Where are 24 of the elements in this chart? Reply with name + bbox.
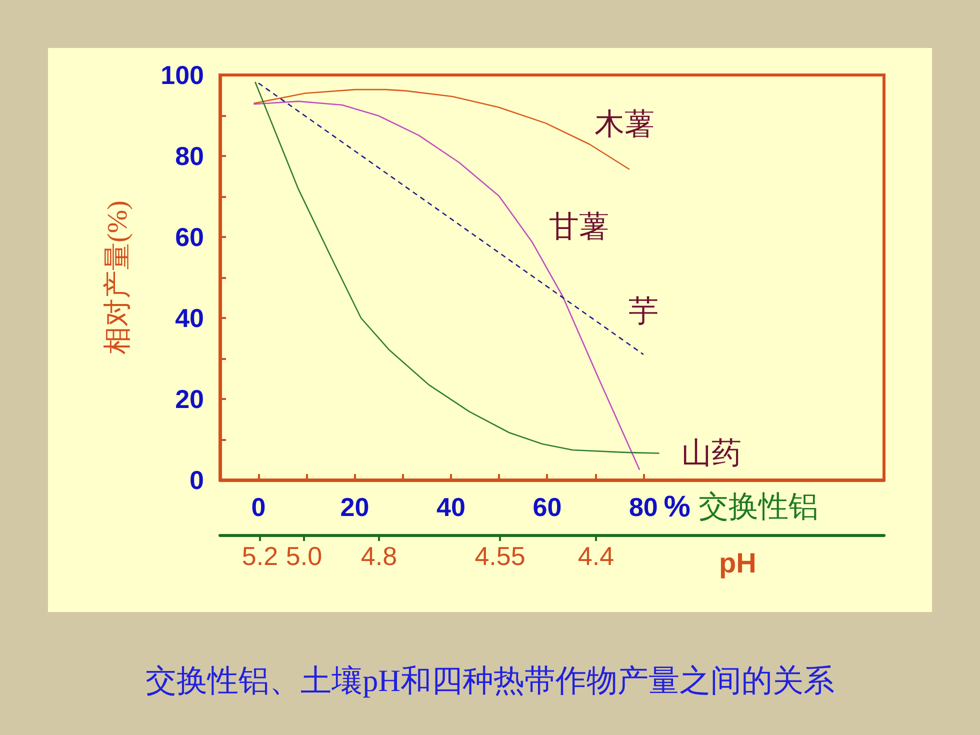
y-tick-label: 0 (190, 465, 204, 495)
series-label: 木薯 (594, 106, 654, 142)
y-tick-label: 100 (160, 60, 204, 90)
y-tick-label: 20 (175, 384, 204, 414)
series-label: 芋 (628, 294, 658, 329)
series-label: 甘薯 (549, 210, 610, 245)
text: 4.8 (360, 541, 398, 571)
x-tick-label: 40 (436, 492, 466, 522)
y-tick-label: 40 (175, 303, 204, 333)
x-tick-label: 0 (251, 492, 266, 522)
x-tick-label: 80 (628, 492, 658, 522)
y-tick-label: 60 (175, 222, 204, 252)
text: 5.2 (242, 541, 278, 571)
text: 交换性铝、土壤pH和四种热带作物产量之间的关系 (146, 663, 834, 698)
text: 4.55 (474, 541, 526, 571)
y-axis-title: 相对产量(%) (102, 200, 134, 354)
y-tick-label: 80 (175, 141, 204, 171)
x-tick-label: 60 (532, 492, 562, 522)
text: 5.0 (286, 541, 322, 571)
x2-axis-title: pH (719, 548, 756, 578)
text: 4.4 (578, 541, 614, 571)
series-label: 山药 (681, 436, 742, 471)
x-tick-label: 20 (340, 492, 370, 522)
x-axis-title: %交换性铝 (664, 490, 818, 524)
